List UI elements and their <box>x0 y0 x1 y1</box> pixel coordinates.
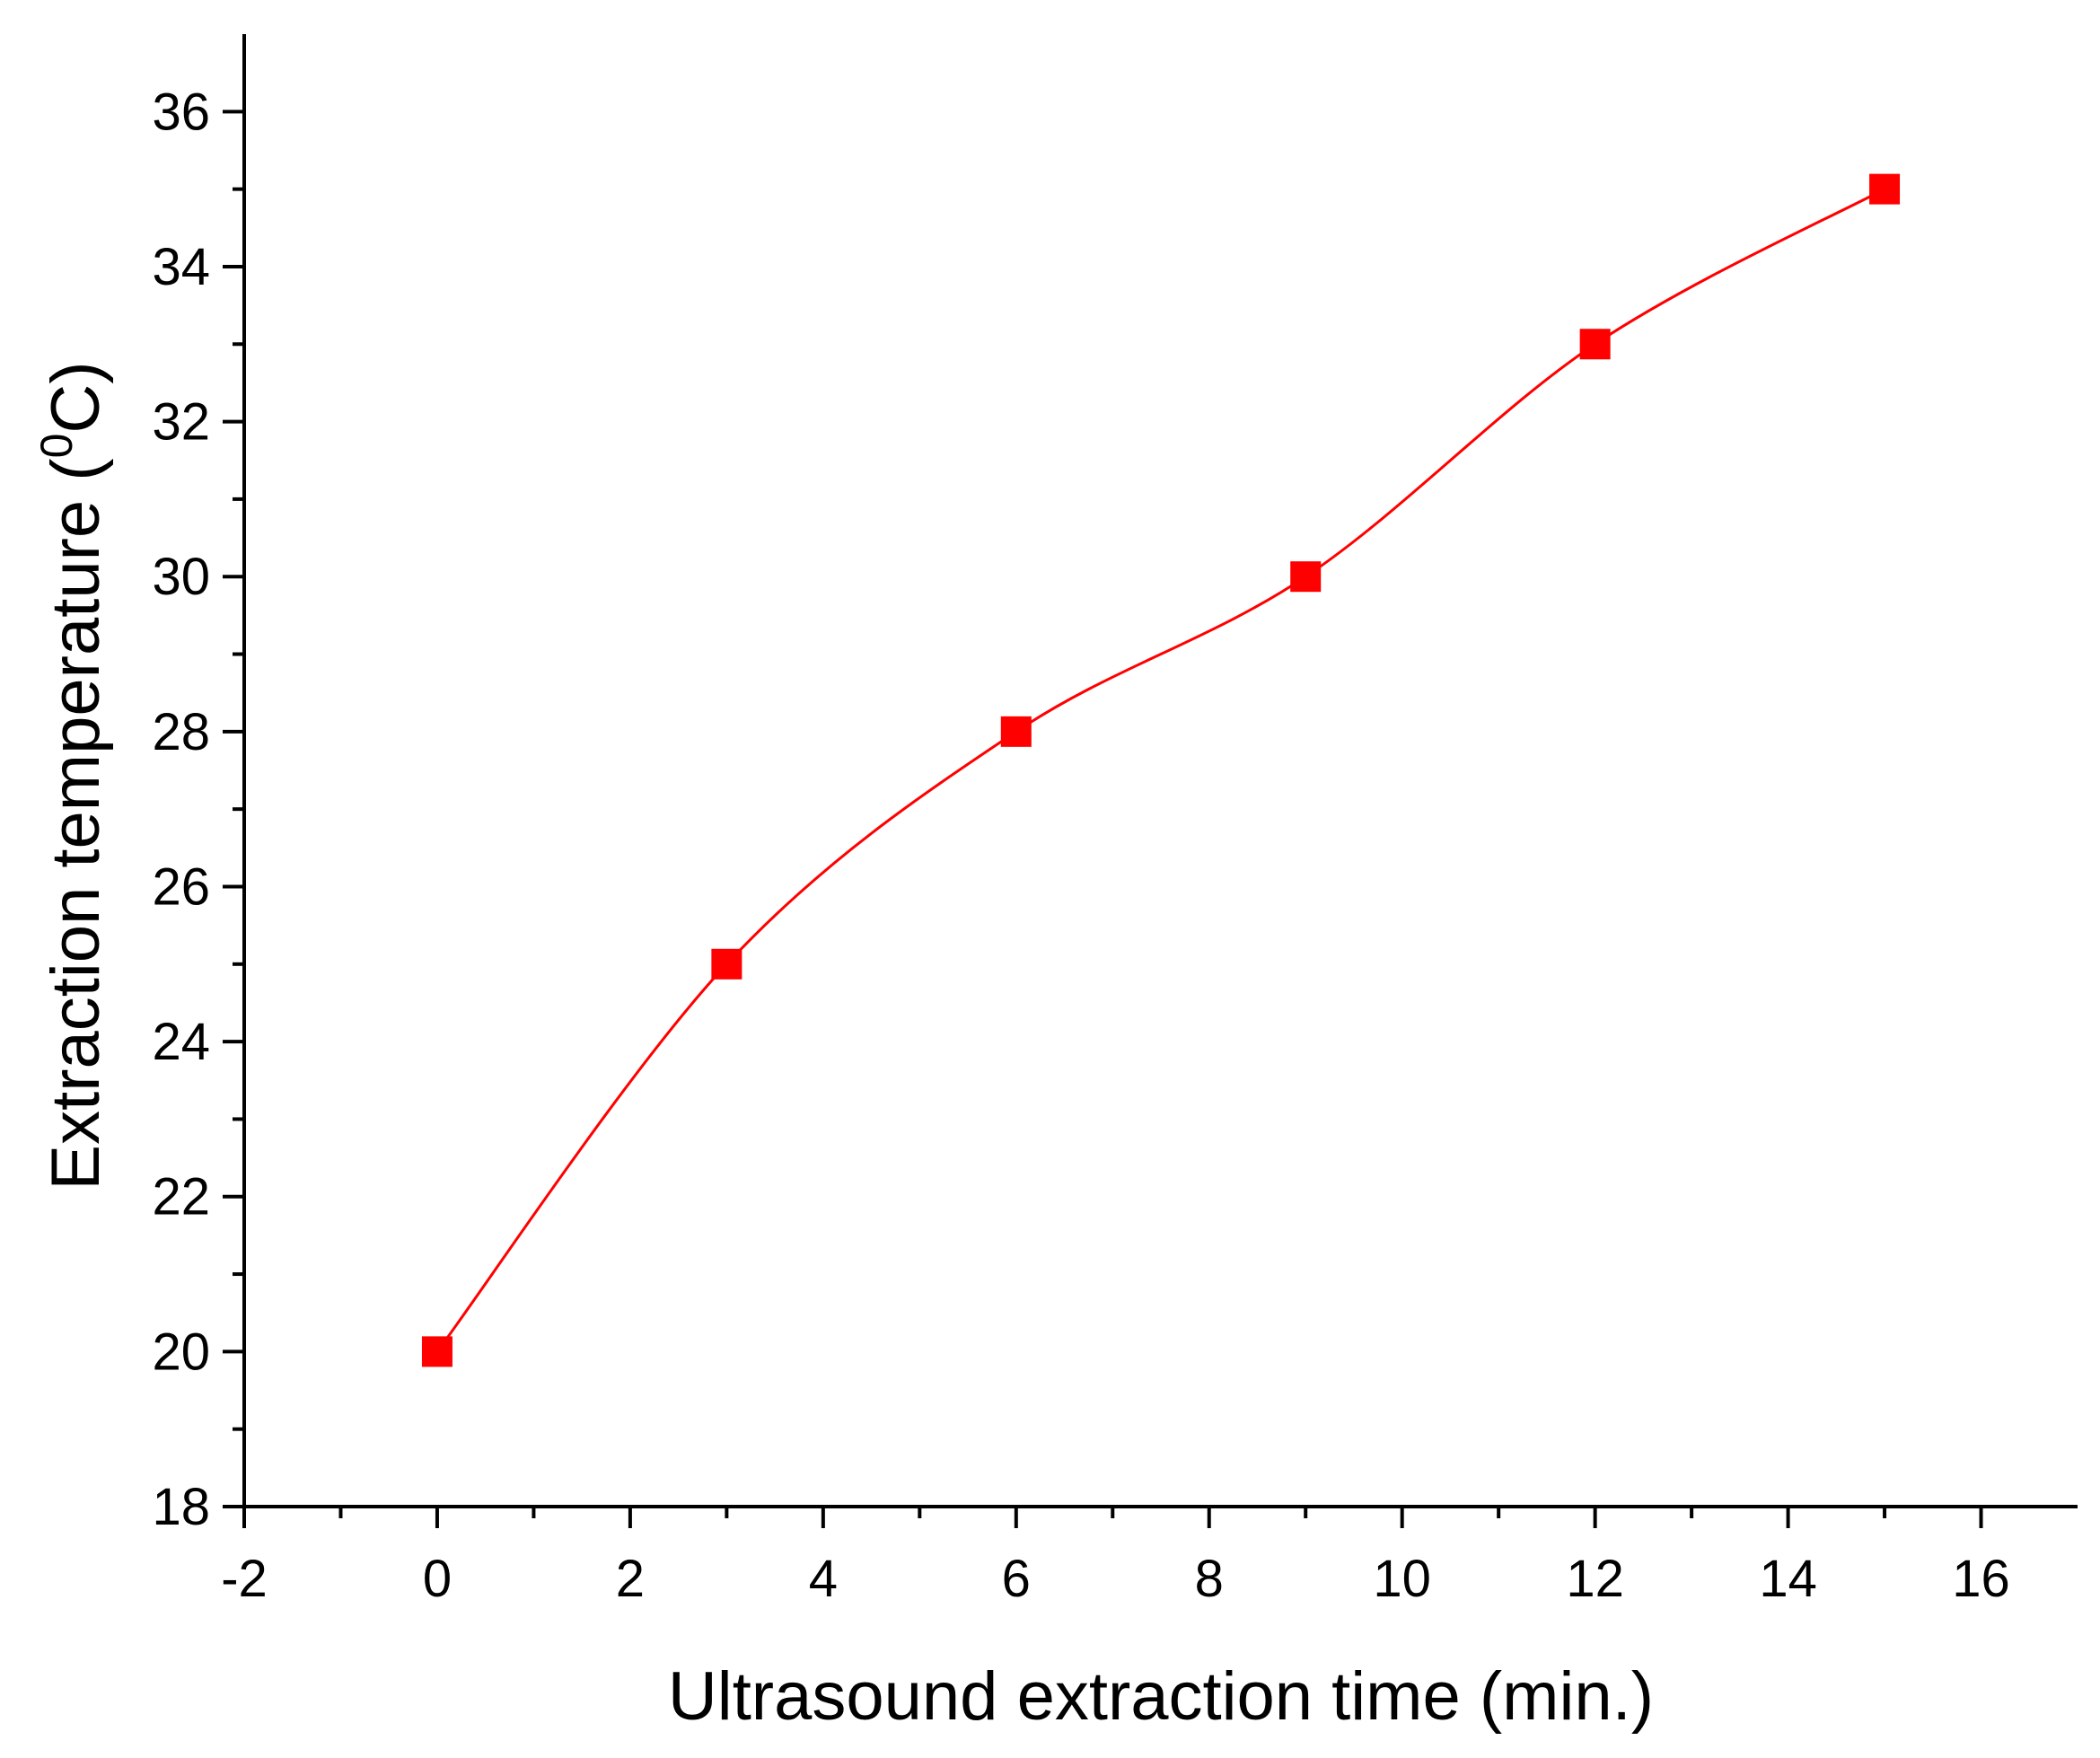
y-tick-label: 32 <box>152 393 210 452</box>
data-point-marker <box>1290 561 1322 593</box>
y-tick-label: 20 <box>152 1323 210 1381</box>
x-tick-label: 0 <box>423 1550 452 1608</box>
x-axis-title: Ultrasound extraction time (min.) <box>668 1658 1654 1735</box>
data-point-marker <box>421 1336 453 1367</box>
x-tick-label: 4 <box>809 1550 838 1608</box>
x-tick-label: 10 <box>1373 1550 1431 1608</box>
data-point-marker <box>1579 329 1611 360</box>
series-line <box>435 188 1885 1353</box>
y-tick-label: 30 <box>152 548 210 606</box>
data-point-marker <box>1000 716 1032 747</box>
y-axis-title-unit: C) <box>38 361 114 433</box>
y-tick-label: 34 <box>152 238 210 296</box>
data-point-marker <box>1869 173 1901 205</box>
y-tick-label: 36 <box>152 83 210 141</box>
x-tick-label: 2 <box>616 1550 645 1608</box>
y-tick-label: 18 <box>152 1478 210 1536</box>
y-tick-label: 26 <box>152 857 210 916</box>
y-tick-label: 24 <box>152 1013 210 1071</box>
y-axis-title-main: Extraction temperature ( <box>38 458 114 1190</box>
x-tick-label: 8 <box>1195 1550 1224 1608</box>
data-point-marker <box>711 948 742 980</box>
y-axis-title: Extraction temperature (0C) <box>31 361 114 1190</box>
x-tick-label: 6 <box>1002 1550 1031 1608</box>
series-layer <box>421 173 1901 1367</box>
x-axis-ticks: -2 0 2 4 6 8 10 12 14 16 <box>221 1507 2010 1608</box>
y-axis-ticks: 18 20 22 24 26 28 30 32 34 36 <box>152 83 244 1536</box>
x-tick-label: 14 <box>1759 1550 1817 1608</box>
y-axis-title-superscript: 0 <box>31 434 82 459</box>
y-tick-label: 28 <box>152 703 210 761</box>
x-tick-label: 12 <box>1566 1550 1624 1608</box>
x-tick-label: -2 <box>221 1550 268 1608</box>
x-tick-label: 16 <box>1952 1550 2010 1608</box>
y-tick-label: 22 <box>152 1168 210 1226</box>
